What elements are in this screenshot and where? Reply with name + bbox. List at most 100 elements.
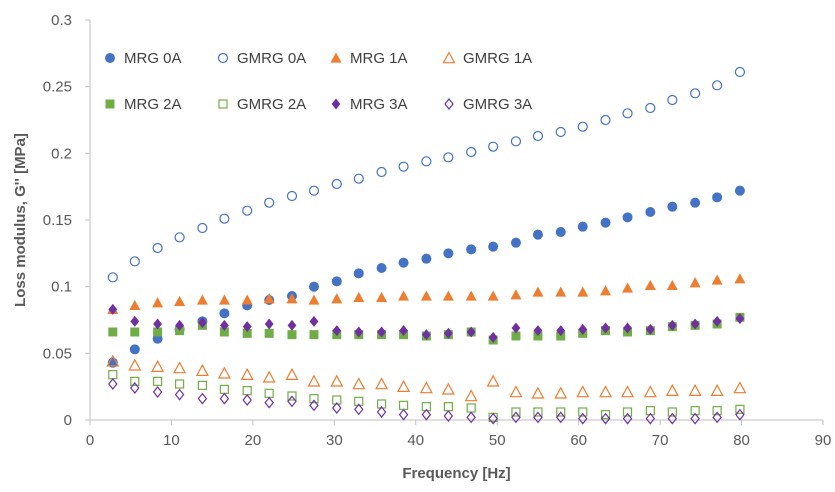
data-point-gmrg-1a xyxy=(217,366,231,379)
data-point-gmrg-3a xyxy=(108,378,118,390)
data-point-gmrg-1a xyxy=(509,385,523,398)
data-point-gmrg-0a xyxy=(712,80,723,91)
y-tick-label: 0.2 xyxy=(51,145,72,162)
data-point-mrg-1a xyxy=(398,290,410,301)
legend-item-mrg-3a: MRG 3A xyxy=(331,96,408,113)
data-point-gmrg-3a xyxy=(600,412,611,425)
data-point-gmrg-0a xyxy=(264,197,275,208)
data-point-gmrg-2a xyxy=(645,406,655,416)
data-point-gmrg-2a xyxy=(309,394,319,404)
data-point-mrg-0a xyxy=(331,276,342,287)
data-point-mrg-3a xyxy=(153,318,162,330)
data-point-gmrg-1a xyxy=(307,374,321,387)
data-point-gmrg-1a xyxy=(285,367,299,380)
data-point-gmrg-0a xyxy=(107,272,118,283)
data-point-mrg-3a xyxy=(309,315,319,327)
data-point-gmrg-0a xyxy=(308,185,320,196)
data-point-gmrg-1a xyxy=(262,370,276,383)
data-point-gmrg-3a xyxy=(443,410,454,422)
data-point-gmrg-0a xyxy=(443,152,454,163)
data-point-mrg-3a xyxy=(130,315,140,327)
data-point-gmrg-2a xyxy=(130,376,140,386)
data-point-gmrg-1a xyxy=(419,381,433,394)
data-point-mrg-0a xyxy=(555,227,566,237)
data-point-mrg-0a xyxy=(466,244,477,255)
data-point-gmrg-2a xyxy=(667,407,677,417)
axes xyxy=(85,19,824,425)
data-point-mrg-3a xyxy=(601,322,610,334)
data-point-gmrg-2a xyxy=(287,391,297,401)
data-point-gmrg-1a xyxy=(643,385,657,398)
data-point-mrg-3a xyxy=(175,319,184,331)
data-point-mrg-3a xyxy=(354,326,364,338)
data-point-mrg-0a xyxy=(353,268,364,279)
data-point-mrg-1a xyxy=(376,291,388,303)
data-point-gmrg-0a xyxy=(734,66,746,78)
data-point-gmrg-0a xyxy=(197,222,208,234)
data-point-gmrg-0a xyxy=(219,213,230,224)
x-tick-label: 60 xyxy=(570,432,587,449)
data-point-gmrg-2a xyxy=(197,380,207,390)
legend-item-gmrg-2a: GMRG 2A xyxy=(218,96,306,113)
x-tick-label: 20 xyxy=(245,432,262,449)
data-point-mrg-3a xyxy=(645,323,655,335)
x-tick-label: 40 xyxy=(407,432,424,449)
data-point-mrg-1a xyxy=(331,293,343,304)
data-point-mrg-1a xyxy=(241,294,253,305)
data-point-gmrg-3a xyxy=(309,399,319,412)
data-point-gmrg-2a xyxy=(443,402,453,412)
data-point-gmrg-2a xyxy=(690,406,700,416)
y-tick-label: 0.05 xyxy=(43,345,72,362)
data-point-mrg-1a xyxy=(442,290,454,301)
data-point-gmrg-3a xyxy=(332,402,342,414)
data-point-gmrg-2a xyxy=(398,400,409,410)
data-point-mrg-3a xyxy=(578,323,588,335)
data-point-gmrg-2a xyxy=(108,370,118,380)
data-point-mrg-1a xyxy=(689,277,701,288)
data-point-mrg-2a xyxy=(242,328,252,338)
data-point-gmrg-0a xyxy=(398,161,409,172)
data-point-gmrg-2a xyxy=(376,399,387,409)
data-point-mrg-3a xyxy=(399,325,408,337)
x-tick-label: 10 xyxy=(163,432,180,449)
data-point-gmrg-3a xyxy=(242,394,252,406)
data-point-mrg-1a xyxy=(532,286,544,297)
legend-label: GMRG 0A xyxy=(237,50,306,67)
data-point-mrg-3a xyxy=(332,325,342,337)
data-point-mrg-0a xyxy=(600,217,611,228)
legend-label: MRG 3A xyxy=(350,96,408,113)
data-point-gmrg-0a xyxy=(353,173,364,184)
data-point-gmrg-3a xyxy=(577,412,588,425)
data-point-mrg-3a xyxy=(242,321,252,333)
data-point-mrg-2a xyxy=(219,327,229,337)
data-point-gmrg-2a xyxy=(533,407,543,417)
data-point-gmrg-1a xyxy=(733,381,747,394)
legend-item-mrg-1a: MRG 1A xyxy=(330,50,408,67)
data-point-gmrg-3a xyxy=(690,412,700,425)
y-tick-label: 0.15 xyxy=(43,212,72,229)
data-point-mrg-0a xyxy=(622,212,633,223)
data-point-mrg-2a xyxy=(309,330,319,340)
data-point-gmrg-1a xyxy=(486,374,500,387)
data-point-gmrg-3a xyxy=(174,388,185,401)
data-point-gmrg-0a xyxy=(555,126,566,138)
data-point-mrg-1a xyxy=(734,273,746,284)
data-point-mrg-0a xyxy=(667,201,678,212)
data-point-mrg-3a xyxy=(690,318,700,330)
data-point-mrg-3a xyxy=(443,327,453,339)
legend-item-gmrg-0a: GMRG 0A xyxy=(217,50,306,67)
data-point-mrg-0a xyxy=(443,248,454,259)
data-point-mrg-1a xyxy=(711,274,723,285)
data-point-gmrg-1a xyxy=(554,386,568,399)
x-tick-label: 30 xyxy=(326,432,343,449)
data-point-gmrg-3a xyxy=(735,408,745,421)
data-point-mrg-1a xyxy=(644,279,656,291)
data-point-gmrg-1a xyxy=(531,386,545,399)
data-point-gmrg-0a xyxy=(129,256,140,267)
data-point-gmrg-0a xyxy=(622,108,633,119)
data-point-mrg-0a xyxy=(734,185,745,196)
data-point-gmrg-3a xyxy=(398,408,409,421)
data-point-gmrg-3a xyxy=(667,412,678,425)
data-point-gmrg-2a xyxy=(712,406,722,416)
